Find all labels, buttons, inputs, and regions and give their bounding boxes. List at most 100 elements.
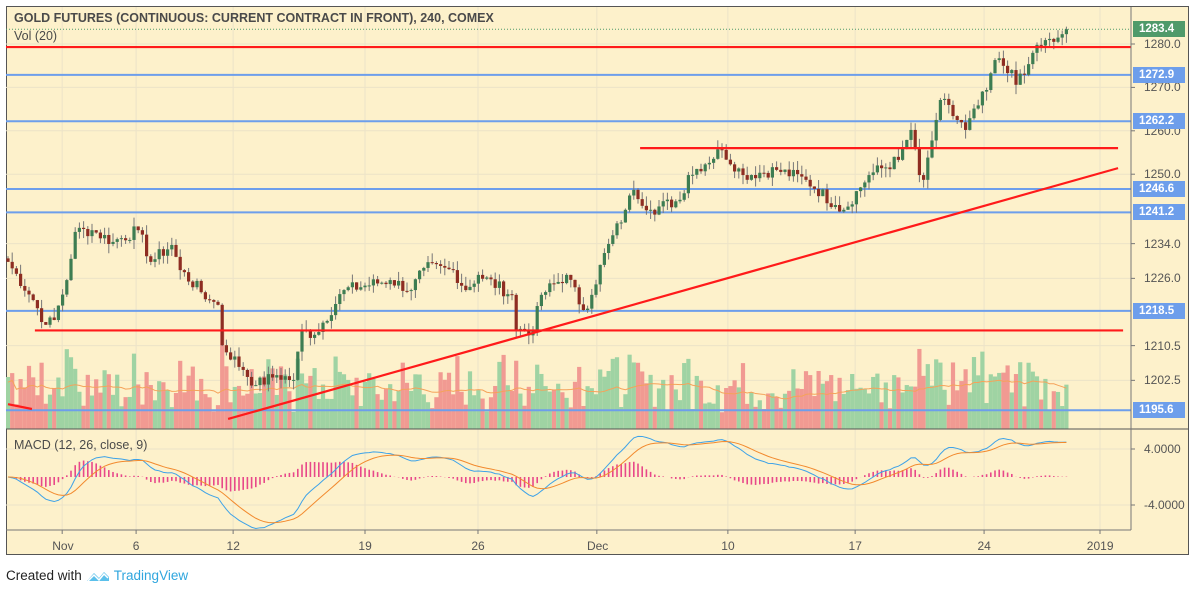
volume-bar xyxy=(568,407,573,429)
candle-body xyxy=(640,199,644,206)
candle-body xyxy=(439,264,443,266)
volume-bar xyxy=(543,386,548,429)
volume-bar xyxy=(161,382,166,429)
candle xyxy=(430,253,434,265)
time-label-2019: 2019 xyxy=(1086,539,1114,553)
volume-bar xyxy=(992,376,998,429)
candle-body xyxy=(917,147,921,176)
candle-body xyxy=(203,292,207,300)
candle-body xyxy=(237,356,241,367)
volume-bar xyxy=(152,400,158,429)
price-label: 1226.0 xyxy=(1144,271,1181,286)
candle xyxy=(313,332,317,345)
volume-bar xyxy=(203,394,208,429)
candle-body xyxy=(787,169,791,177)
candle-body xyxy=(850,204,854,207)
candle xyxy=(510,290,514,301)
time-label-12: 12 xyxy=(226,539,240,553)
candle-body xyxy=(292,379,296,381)
volume-bar xyxy=(64,349,69,429)
candle-body xyxy=(909,129,913,140)
candle-body xyxy=(1064,29,1068,35)
candle-body xyxy=(451,269,455,271)
price-label: 1202.5 xyxy=(1144,373,1181,388)
volume-bar xyxy=(623,394,628,429)
candle-body xyxy=(430,262,434,264)
candle xyxy=(565,273,569,285)
volume-bar xyxy=(837,377,842,429)
volume-bar xyxy=(564,397,569,429)
candle xyxy=(1048,32,1052,48)
candle-body xyxy=(800,174,804,177)
tradingview-link[interactable]: TradingView xyxy=(113,568,189,583)
candle-body xyxy=(115,239,119,242)
volume-bar xyxy=(451,394,456,429)
candle-body xyxy=(699,168,703,172)
candle-body xyxy=(65,280,69,295)
candle xyxy=(149,254,153,266)
volume-bar xyxy=(39,362,44,429)
volume-bar xyxy=(110,394,116,429)
volume-bar xyxy=(703,403,708,429)
candle-body xyxy=(779,169,783,172)
candle xyxy=(754,166,758,187)
candle-body xyxy=(1060,34,1064,38)
volume-bar xyxy=(1034,376,1040,429)
candle xyxy=(1056,30,1060,44)
volume-bar xyxy=(190,366,195,429)
candle xyxy=(145,225,149,264)
candle-body xyxy=(749,175,753,180)
candle xyxy=(27,286,31,303)
volume-bar xyxy=(1030,371,1035,429)
candle-body xyxy=(674,201,678,208)
candle-body xyxy=(863,182,867,188)
candle-body xyxy=(77,227,81,232)
candle xyxy=(283,369,287,384)
candle-body xyxy=(1006,65,1010,74)
volume-bar xyxy=(232,386,237,429)
chart-canvas[interactable] xyxy=(0,0,1196,560)
candle-body xyxy=(871,172,875,176)
candle-body xyxy=(821,189,825,197)
candle-body xyxy=(296,351,300,380)
volume-bar xyxy=(925,364,930,429)
candle xyxy=(325,319,329,324)
volume-bar xyxy=(430,408,435,429)
candle-body xyxy=(195,280,199,288)
price-label: 1234.0 xyxy=(1144,236,1181,251)
candle-body xyxy=(422,267,426,271)
candle xyxy=(199,279,203,294)
candle xyxy=(670,196,674,213)
volume-bar xyxy=(304,383,309,429)
candle-body xyxy=(262,377,266,385)
candle xyxy=(229,347,233,361)
price-label: 1280.0 xyxy=(1144,37,1181,51)
candle-body xyxy=(250,376,254,386)
candle-body xyxy=(959,119,963,123)
tradingview-logo-icon[interactable] xyxy=(86,569,110,583)
candle xyxy=(632,180,636,200)
candle xyxy=(161,246,165,264)
candle xyxy=(48,315,52,328)
candle-body xyxy=(245,369,249,377)
candle xyxy=(107,227,111,254)
candle-body xyxy=(90,230,94,237)
volume-bar xyxy=(316,398,321,429)
volume-bar xyxy=(123,397,128,429)
candle-body xyxy=(1014,70,1018,85)
candle xyxy=(241,362,245,376)
candle-body xyxy=(493,279,497,288)
volume-bar xyxy=(421,394,426,429)
volume-bar xyxy=(337,371,342,429)
candle xyxy=(842,207,846,213)
macd-line xyxy=(7,435,1067,529)
candle-body xyxy=(233,356,237,360)
candle-body xyxy=(619,222,623,224)
candle xyxy=(531,326,535,344)
candle-body xyxy=(229,352,233,360)
volume-bar xyxy=(535,364,540,429)
volume-bar xyxy=(745,403,750,429)
volume-bar xyxy=(921,375,926,429)
volume-bar xyxy=(526,386,531,429)
candle xyxy=(548,279,552,297)
